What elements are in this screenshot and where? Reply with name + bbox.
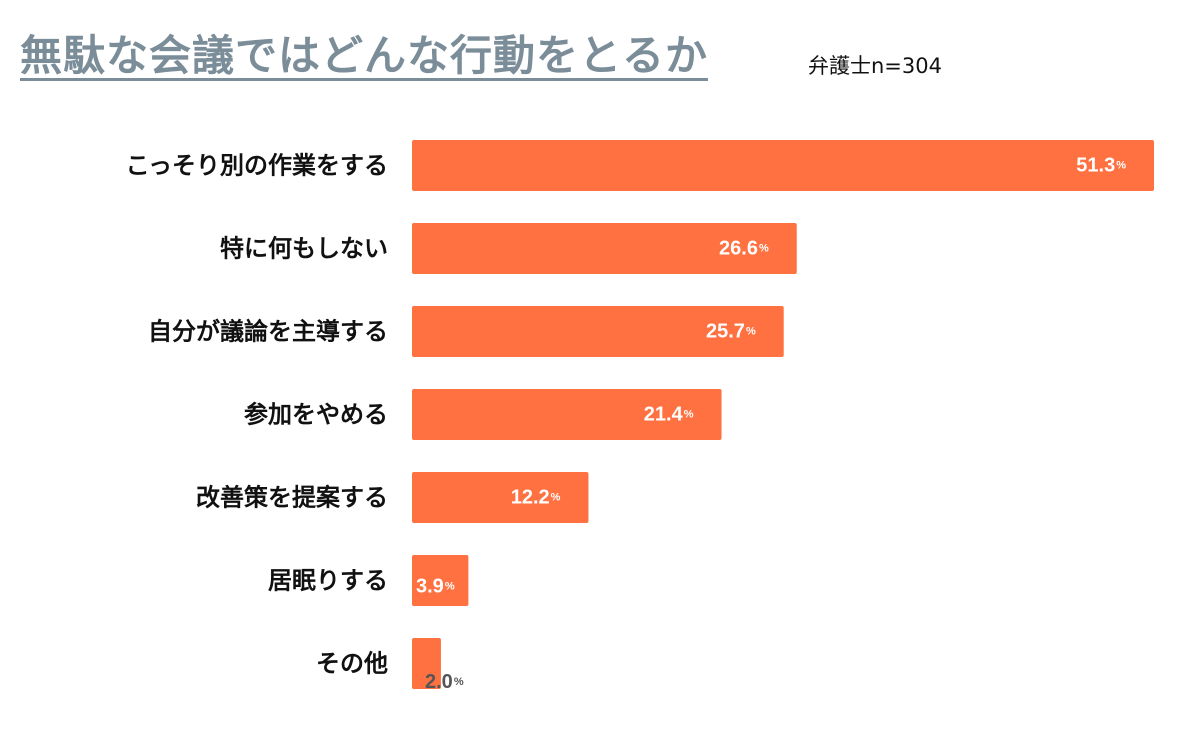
chart-title: 無駄な会議ではどんな行動をとるか (20, 31, 709, 80)
value-label: 21.4% (644, 404, 694, 426)
bar (412, 223, 797, 274)
value-label: 2.0% (425, 671, 464, 693)
chart-subtitle: 弁護士n=304 (808, 54, 942, 78)
category-label: こっそり別の作業をする (126, 152, 388, 180)
bar (412, 389, 722, 440)
value-label: 12.2% (511, 487, 561, 509)
bar (412, 140, 1154, 191)
category-label: 参加をやめる (244, 401, 388, 429)
bar (412, 555, 469, 606)
category-label: 居眠りする (268, 567, 388, 595)
category-label: 自分が議論を主導する (148, 318, 388, 346)
category-label: 改善策を提案する (196, 484, 388, 512)
value-label: 25.7% (706, 321, 756, 343)
bar (412, 306, 784, 357)
category-label: その他 (316, 650, 388, 678)
bar (412, 472, 589, 523)
value-label: 3.9% (416, 576, 455, 598)
value-label: 51.3% (1076, 155, 1126, 177)
value-label: 26.6% (719, 238, 769, 260)
category-label: 特に何もしない (220, 235, 388, 263)
bar (412, 638, 441, 689)
